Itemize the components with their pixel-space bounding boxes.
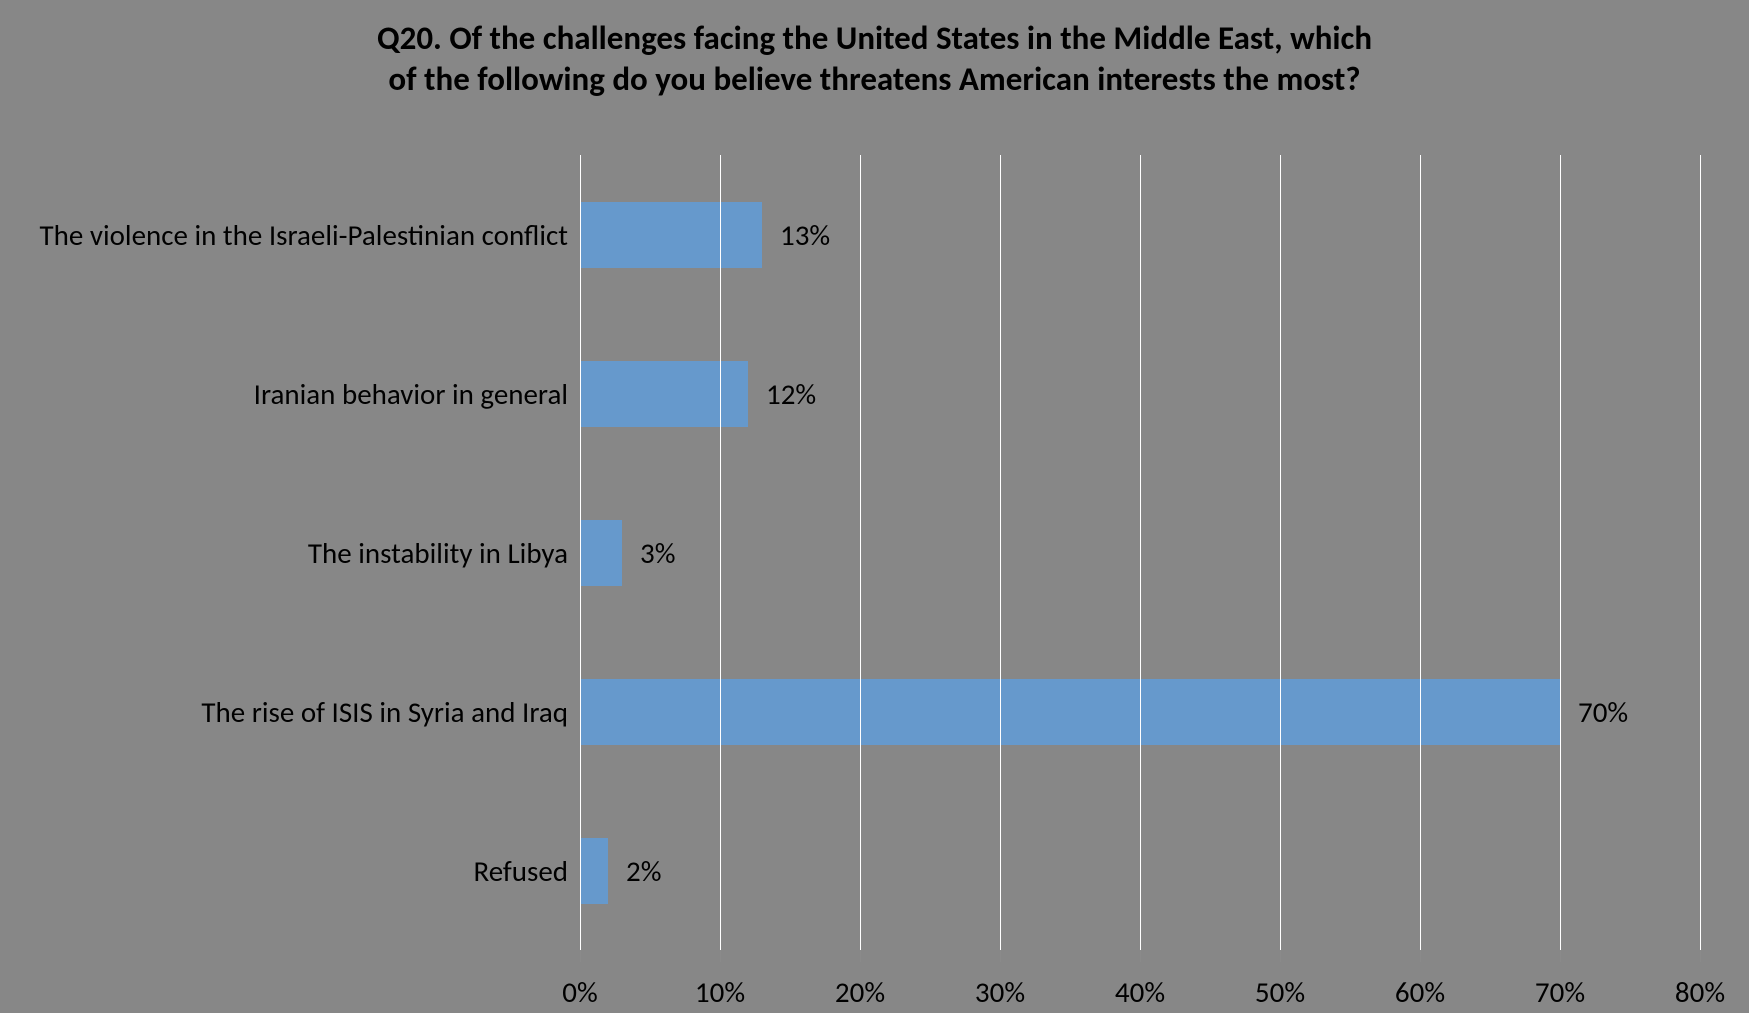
x-tick-label: 50% <box>1255 974 1305 1010</box>
x-tick-label: 0% <box>562 974 597 1010</box>
gridline <box>860 155 861 950</box>
bar-value-label: 2% <box>626 853 661 889</box>
bar-value-label: 70% <box>1578 694 1628 730</box>
gridline <box>720 155 721 950</box>
gridline <box>580 155 581 950</box>
x-tick-label: 70% <box>1535 974 1585 1010</box>
category-label: The violence in the Israeli-Palestinian … <box>8 217 568 253</box>
x-tick-label: 20% <box>835 974 885 1010</box>
x-tick-mark <box>1560 950 1561 962</box>
gridline <box>1280 155 1281 950</box>
x-tick-label: 30% <box>975 974 1025 1010</box>
x-tick-mark <box>1140 950 1141 962</box>
x-tick-label: 10% <box>695 974 745 1010</box>
x-tick-mark <box>1700 950 1701 962</box>
gridline <box>1700 155 1701 950</box>
x-tick-mark <box>1280 950 1281 962</box>
bar <box>580 838 608 904</box>
q20-threats-chart: Q20. Of the challenges facing the United… <box>0 0 1749 1013</box>
x-tick-label: 40% <box>1115 974 1165 1010</box>
x-tick-mark <box>1000 950 1001 962</box>
category-label: The rise of ISIS in Syria and Iraq <box>8 694 568 730</box>
gridline <box>1560 155 1561 950</box>
bar-value-label: 12% <box>766 376 816 412</box>
x-tick-label: 60% <box>1395 974 1445 1010</box>
x-tick-mark <box>580 950 581 962</box>
category-label: Refused <box>8 853 568 889</box>
bar-value-label: 3% <box>640 535 675 571</box>
plot-area: 13%The violence in the Israeli-Palestini… <box>580 155 1700 950</box>
x-tick-mark <box>720 950 721 962</box>
category-label: The instability in Libya <box>8 535 568 571</box>
gridline <box>1420 155 1421 950</box>
chart-title: Q20. Of the challenges facing the United… <box>0 18 1749 101</box>
gridline <box>1000 155 1001 950</box>
x-tick-label: 80% <box>1675 974 1725 1010</box>
bar <box>580 679 1560 745</box>
x-tick-mark <box>860 950 861 962</box>
category-label: Iranian behavior in general <box>8 376 568 412</box>
gridline <box>1140 155 1141 950</box>
bar <box>580 202 762 268</box>
bar <box>580 520 622 586</box>
bar <box>580 361 748 427</box>
bar-value-label: 13% <box>780 217 830 253</box>
x-tick-mark <box>1420 950 1421 962</box>
x-axis: 0%10%20%30%40%50%60%70%80% <box>580 950 1700 1010</box>
